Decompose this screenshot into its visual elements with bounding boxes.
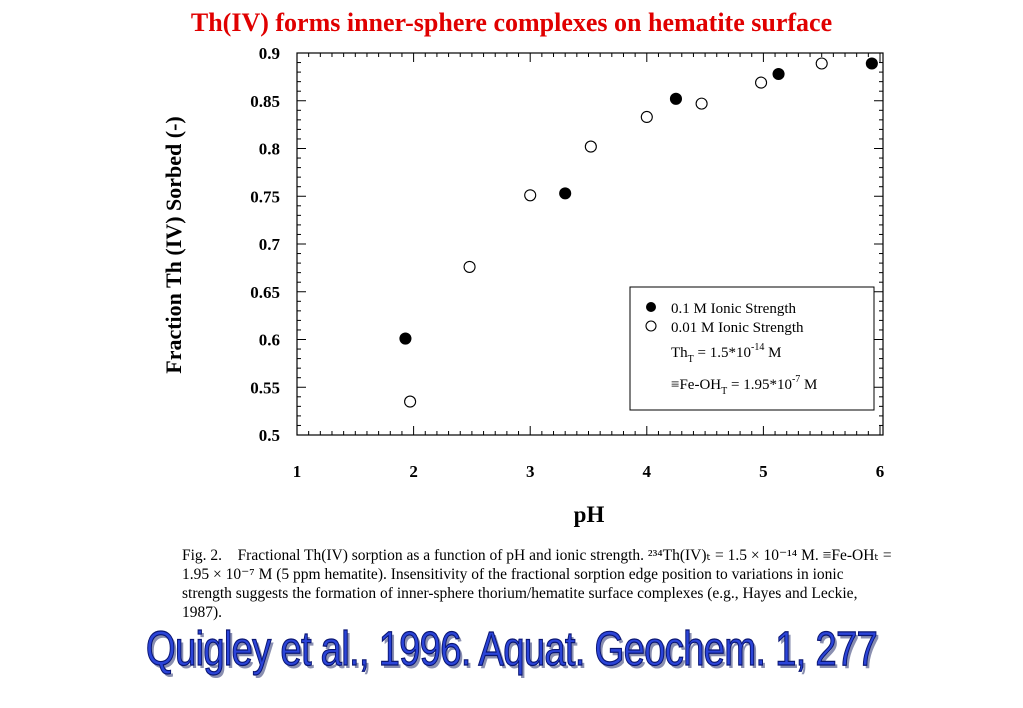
legend-label-series-1: 0.1 M Ionic Strength (671, 301, 796, 317)
data-point-0.01M (463, 260, 476, 273)
x-tick-label: 2 (409, 462, 418, 481)
data-point-0.1M (669, 92, 683, 105)
y-tick-label: 0.85 (250, 92, 280, 111)
y-tick-label: 0.75 (250, 187, 280, 206)
data-point-0.01M (640, 110, 653, 124)
caption-label: Fig. 2. (182, 547, 223, 564)
data-point-0.1M (399, 332, 412, 345)
data-points (399, 57, 878, 408)
data-point-0.1M (865, 57, 878, 70)
legend-marker-open (645, 320, 657, 332)
data-point-0.01M (815, 57, 828, 70)
citation: Quigley et al., 1996. Aquat. Geochem. 1,… (145, 622, 878, 676)
y-tick-label: 0.65 (250, 283, 280, 302)
y-tick-label: 0.55 (250, 378, 280, 397)
data-point-0.1M (772, 67, 785, 81)
caption-text: Fractional Th(IV) sorption as a function… (182, 547, 892, 621)
x-tick-label: 1 (293, 462, 302, 481)
y-axis-label: Fraction Th (IV) Sorbed (-) (161, 116, 186, 373)
y-tick-label: 0.7 (259, 235, 281, 254)
legend-label-series-2: 0.01 M Ionic Strength (671, 320, 804, 336)
figure-caption: Fig. 2. Fractional Th(IV) sorption as a … (182, 546, 894, 622)
data-point-0.01M (584, 140, 597, 153)
data-point-0.01M (755, 76, 768, 89)
legend-note-tht: ThT = 1.5*10-14 M (671, 342, 781, 365)
x-tick-label: 3 (526, 462, 535, 481)
chart-legend: 0.1 M Ionic Strength 0.01 M Ionic Streng… (629, 286, 875, 411)
x-axis-ticks: 1 2 3 4 5 6 (293, 53, 885, 481)
y-tick-label: 0.5 (259, 426, 280, 445)
y-tick-label: 0.8 (259, 140, 280, 159)
data-point-0.01M (524, 189, 537, 202)
x-tick-label: 4 (643, 462, 652, 481)
data-point-0.01M (695, 97, 708, 110)
data-point-0.01M (404, 395, 417, 408)
y-axis-ticks: 0.5 0.55 0.6 0.65 0.7 0.75 0.8 0.85 0.9 (250, 44, 883, 445)
x-tick-label: 6 (876, 462, 885, 481)
y-tick-label: 0.9 (259, 44, 280, 63)
legend-box (629, 286, 875, 411)
legend-marker-filled (646, 302, 656, 312)
y-tick-label: 0.6 (259, 331, 280, 350)
legend-note-feoh: ≡Fe-OHT = 1.95*10-7 M (671, 374, 817, 397)
x-tick-label: 5 (759, 462, 768, 481)
slide-title: Th(IV) forms inner-sphere complexes on h… (190, 8, 833, 37)
data-point-0.1M (559, 187, 572, 200)
x-axis-label: pH (574, 502, 605, 527)
